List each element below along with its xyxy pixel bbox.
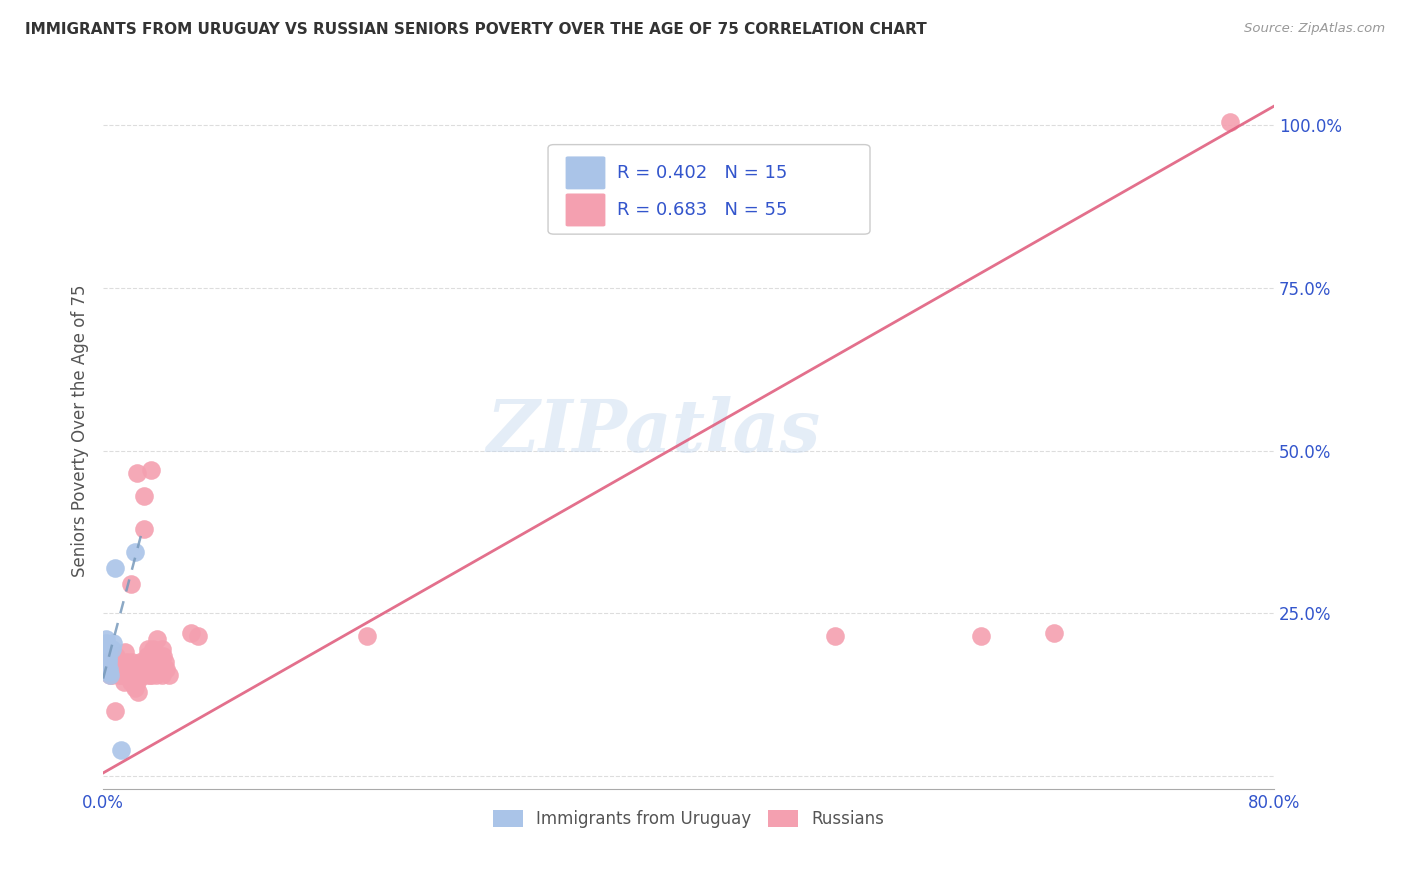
Point [103,652,125,666]
Point [145,668,167,682]
Point [131,668,153,682]
Text: R = 0.402   N = 15: R = 0.402 N = 15 [617,164,787,182]
Point [1219,115,1241,129]
Point [180,626,202,640]
Point [129,668,152,682]
Point [96,655,118,669]
Point [114,645,136,659]
Point [94,636,117,650]
Point [153,655,176,669]
FancyBboxPatch shape [548,145,870,234]
Point [152,648,174,663]
Point [111,665,134,679]
Point [128,655,150,669]
Point [101,668,124,682]
Point [146,632,169,647]
FancyBboxPatch shape [565,194,606,227]
Text: IMMIGRANTS FROM URUGUAY VS RUSSIAN SENIORS POVERTY OVER THE AGE OF 75 CORRELATIO: IMMIGRANTS FROM URUGUAY VS RUSSIAN SENIO… [25,22,927,37]
Point [139,668,162,682]
Point [135,668,157,682]
Point [96,645,118,659]
Point [93,642,115,657]
Point [94,632,117,647]
Point [970,629,993,643]
Point [110,743,132,757]
Point [138,642,160,657]
Point [356,629,378,643]
Point [100,668,122,682]
Text: ZIPatlas: ZIPatlas [486,395,821,467]
Point [143,655,166,669]
Point [824,629,846,643]
Point [120,674,142,689]
Point [98,662,121,676]
Point [107,658,129,673]
Point [94,655,117,669]
Point [1043,626,1066,640]
Point [124,681,146,696]
Point [124,544,146,558]
Point [132,489,155,503]
Point [125,467,148,481]
Point [136,648,159,663]
Point [118,668,141,682]
Y-axis label: Seniors Poverty Over the Age of 75: Seniors Poverty Over the Age of 75 [72,285,89,577]
Point [187,629,209,643]
Point [121,655,143,669]
Point [120,577,142,591]
Point [112,674,135,689]
Point [141,463,163,477]
Point [117,662,139,676]
Text: Source: ZipAtlas.com: Source: ZipAtlas.com [1244,22,1385,36]
Point [101,642,124,657]
Legend: Immigrants from Uruguay, Russians: Immigrants from Uruguay, Russians [486,803,891,835]
Point [104,561,127,575]
FancyBboxPatch shape [565,156,606,189]
Point [150,642,173,657]
Point [141,668,163,682]
Point [142,642,165,657]
Point [155,662,177,676]
Point [98,665,121,679]
Point [105,648,128,663]
Point [148,655,170,669]
Point [132,662,155,676]
Point [100,668,122,682]
Point [98,665,121,679]
Point [157,668,180,682]
Point [132,522,155,536]
Point [127,684,149,698]
Point [122,678,145,692]
Point [108,668,131,682]
Point [104,704,127,718]
Point [96,652,118,666]
Point [96,648,118,663]
Text: R = 0.683   N = 55: R = 0.683 N = 55 [617,201,787,219]
Point [125,674,148,689]
Point [96,662,118,676]
Point [110,668,132,682]
Point [103,636,125,650]
Point [115,655,138,669]
Point [150,668,173,682]
